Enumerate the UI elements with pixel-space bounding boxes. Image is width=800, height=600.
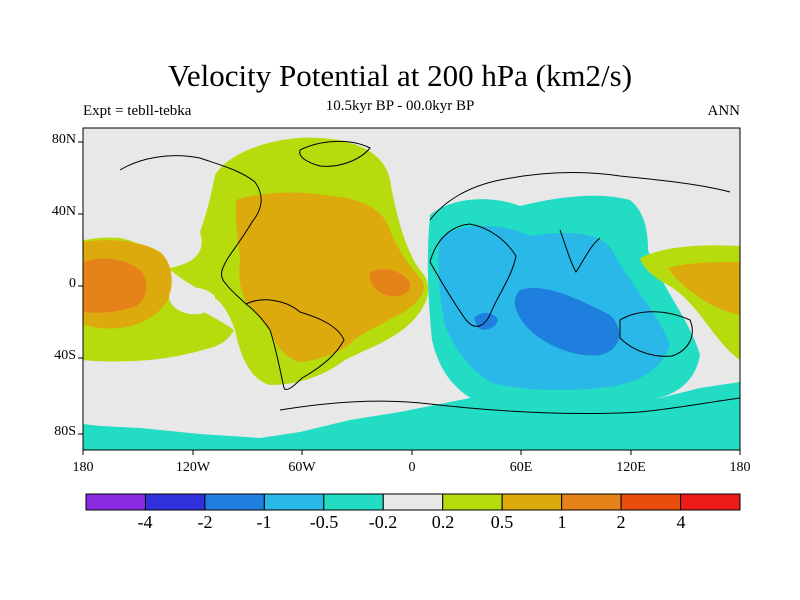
coastlines bbox=[119, 140, 740, 415]
india-coast bbox=[559, 229, 601, 273]
colorbar-swatch bbox=[561, 493, 622, 511]
lon-label-180e: 180 bbox=[729, 460, 751, 475]
greenland-coast bbox=[299, 140, 371, 167]
australia-coast bbox=[619, 311, 693, 357]
lat-label-0: 0 bbox=[69, 276, 76, 291]
southern-band-negative bbox=[83, 382, 740, 450]
indian-ocean-minimum bbox=[514, 288, 620, 356]
colorbar-label: -1 bbox=[256, 512, 272, 532]
colorbar-label: -4 bbox=[137, 512, 153, 532]
lon-label-180w: 180 bbox=[72, 460, 94, 475]
colorbar-label: 0.5 bbox=[490, 512, 514, 532]
lon-label-60e: 60E bbox=[509, 460, 533, 475]
lat-label-80s: 80S bbox=[54, 424, 76, 439]
axis-ticks bbox=[78, 141, 741, 455]
south-america-coast bbox=[245, 299, 345, 391]
experiment-label: Expt = tebll-tebka bbox=[83, 103, 192, 119]
colorbar-swatch bbox=[501, 493, 563, 511]
colorbar-swatch bbox=[323, 493, 384, 511]
colorbar-swatch bbox=[680, 493, 741, 511]
colorbar-swatch bbox=[263, 493, 325, 511]
colorbar-label: -0.5 bbox=[309, 512, 339, 532]
plot-title: Velocity Potential at 200 hPa (km2/s) bbox=[167, 58, 633, 93]
colorbar bbox=[85, 493, 741, 511]
colorbar-label: 1 bbox=[557, 512, 567, 532]
equatorial-atlantic-maximum bbox=[369, 269, 411, 297]
colorbar-swatch bbox=[144, 493, 206, 511]
eurasia-coast bbox=[429, 172, 731, 221]
colorbar-label: -2 bbox=[197, 512, 213, 532]
lon-label-120w: 120W bbox=[175, 460, 211, 475]
period-label: 10.5kyr BP - 00.0kyr BP bbox=[325, 98, 475, 114]
season-label: ANN bbox=[707, 103, 741, 119]
north-america-coast bbox=[119, 155, 262, 305]
colorbar-swatch bbox=[85, 493, 146, 511]
africa-coast bbox=[429, 223, 517, 327]
central-pacific-maximum bbox=[83, 258, 147, 313]
colorbar-label: 0.2 bbox=[431, 512, 455, 532]
colorbar-swatch bbox=[620, 493, 682, 511]
lat-label-40n: 40N bbox=[51, 204, 76, 219]
contour-field bbox=[83, 128, 740, 450]
colorbar-label: -0.2 bbox=[368, 512, 398, 532]
colorbar-swatch bbox=[382, 493, 444, 511]
lon-label-60w: 60W bbox=[288, 460, 316, 475]
pacific-neutral-patch bbox=[169, 287, 216, 315]
colorbar-swatch bbox=[204, 493, 265, 511]
colorbar-label: 4 bbox=[676, 512, 686, 532]
colorbar-swatch bbox=[442, 493, 503, 511]
atlantic-positive-core bbox=[235, 192, 424, 362]
lon-label-0: 0 bbox=[408, 460, 416, 475]
colorbar-label: 2 bbox=[616, 512, 626, 532]
lon-label-120e: 120E bbox=[616, 460, 646, 475]
lat-label-80n: 80N bbox=[51, 132, 76, 147]
lat-label-40s: 40S bbox=[54, 348, 76, 363]
antarctica-coast bbox=[279, 397, 740, 415]
western-pacific-positive-core bbox=[668, 262, 740, 315]
